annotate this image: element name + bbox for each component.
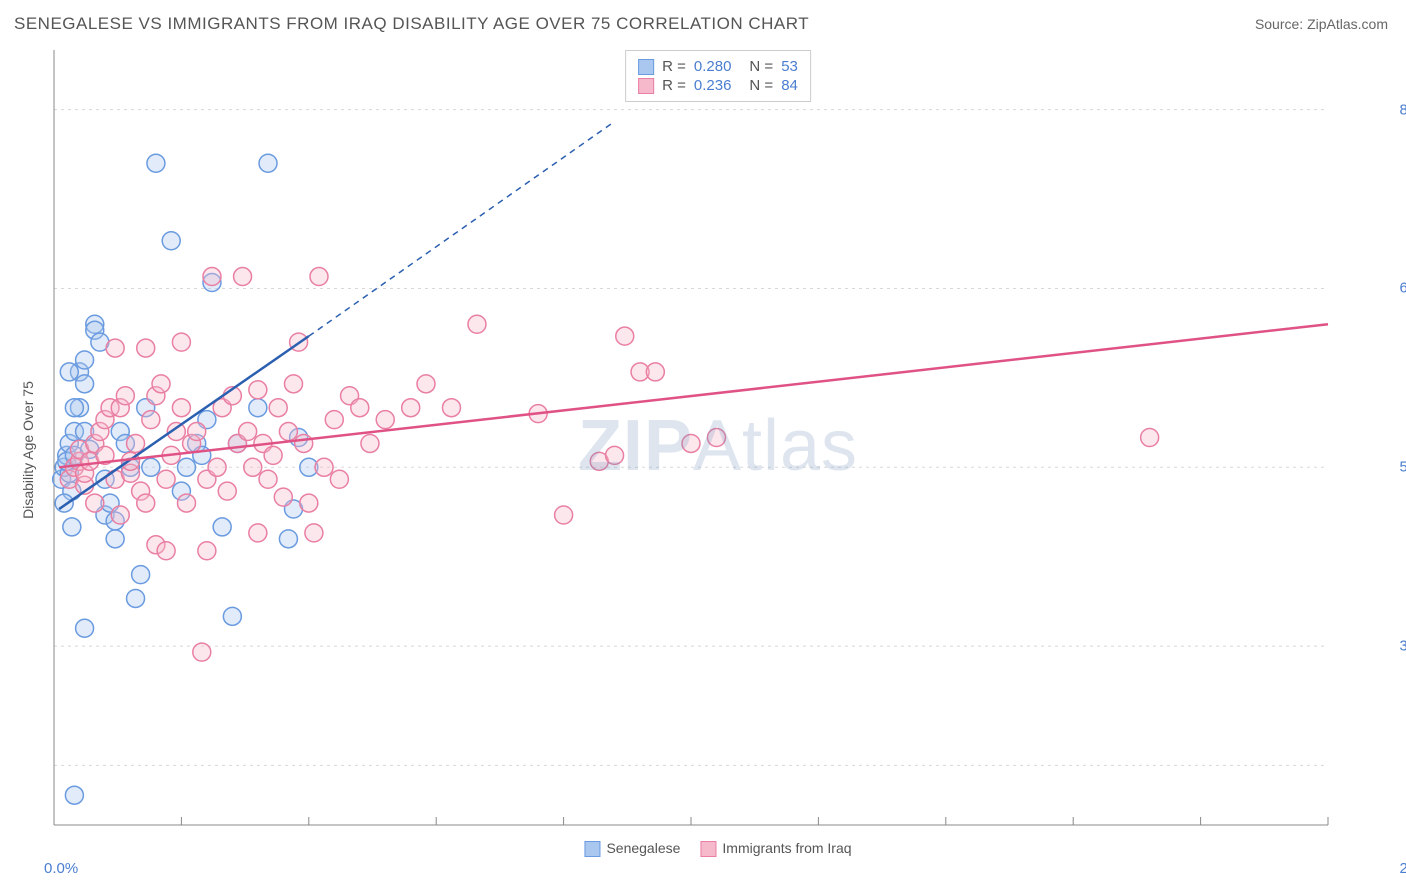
chart-title: SENEGALESE VS IMMIGRANTS FROM IRAQ DISAB… (14, 14, 809, 34)
legend-item: Senegalese (584, 840, 680, 857)
plot-area: Disability Age Over 75 ZIPAtlas R =0.280… (48, 45, 1388, 855)
scatter-plot-svg (48, 45, 1388, 855)
y-axis-tick: 50.0% (1399, 459, 1406, 476)
legend-stat-row: R =0.236 N =84 (638, 76, 798, 95)
y-axis-tick: 35.0% (1399, 638, 1406, 655)
legend-series: Senegalese Immigrants from Iraq (584, 840, 851, 857)
x-axis-tick-max: 25.0% (1399, 860, 1406, 877)
x-axis-tick-min: 0.0% (44, 860, 78, 877)
y-axis-label: Disability Age Over 75 (20, 381, 36, 519)
source-attribution: Source: ZipAtlas.com (1255, 16, 1388, 32)
legend-item: Immigrants from Iraq (700, 840, 851, 857)
legend-stat-row: R =0.280 N =53 (638, 57, 798, 76)
y-axis-tick: 65.0% (1399, 280, 1406, 297)
legend-stats: R =0.280 N =53 R =0.236 N =84 (625, 50, 811, 102)
y-axis-tick: 80.0% (1399, 101, 1406, 118)
